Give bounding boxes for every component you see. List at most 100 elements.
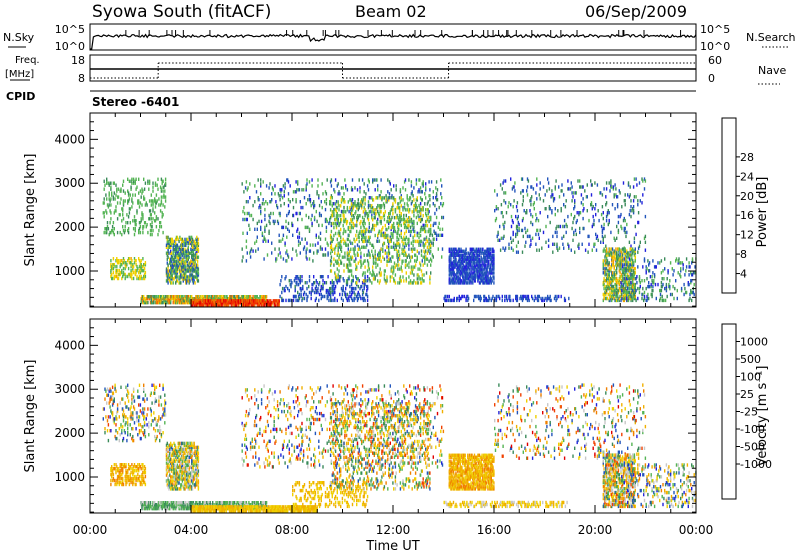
heatmap-cell bbox=[343, 269, 345, 273]
heatmap-cell bbox=[368, 221, 370, 226]
heatmap-cell bbox=[465, 261, 467, 265]
heatmap-cell bbox=[416, 249, 418, 253]
heatmap-cell bbox=[319, 288, 322, 293]
heatmap-cell bbox=[411, 192, 413, 196]
heatmap-cell bbox=[551, 189, 553, 193]
heatmap-cell bbox=[405, 259, 407, 263]
heatmap-cell bbox=[492, 275, 494, 279]
heatmap-cell bbox=[452, 273, 455, 277]
heatmap-cell bbox=[132, 266, 134, 271]
heatmap-cell bbox=[247, 297, 249, 301]
heatmap-cell bbox=[402, 237, 404, 242]
heatmap-cell bbox=[500, 211, 503, 215]
heatmap-cell bbox=[197, 249, 200, 253]
heatmap-cell bbox=[190, 247, 192, 251]
heatmap-cell bbox=[632, 205, 635, 209]
heatmap-cell bbox=[170, 243, 173, 247]
heatmap-cell bbox=[464, 257, 466, 261]
heatmap-cell bbox=[183, 299, 185, 303]
heatmap-cell bbox=[515, 250, 518, 254]
heatmap-cell bbox=[432, 223, 434, 228]
heatmap-cell bbox=[197, 279, 200, 283]
heatmap-cell bbox=[465, 263, 467, 267]
heatmap-cell bbox=[246, 299, 248, 303]
heatmap-cell bbox=[189, 267, 191, 271]
heatmap-cell bbox=[297, 235, 299, 239]
heatmap-cell bbox=[303, 196, 306, 200]
heatmap-cell bbox=[344, 239, 346, 244]
heatmap-cell bbox=[605, 277, 608, 281]
heatmap-cell bbox=[362, 210, 365, 214]
heatmap-cell bbox=[472, 275, 474, 279]
heatmap-cell bbox=[350, 188, 353, 192]
heatmap-cell bbox=[157, 187, 159, 191]
heatmap-cell bbox=[195, 271, 197, 275]
heatmap-cell bbox=[553, 197, 556, 201]
heatmap-cell bbox=[143, 297, 145, 301]
heatmap-cell bbox=[442, 215, 445, 220]
heatmap-cell bbox=[196, 235, 198, 240]
heatmap-cell bbox=[230, 295, 232, 299]
heatmap-cell bbox=[330, 259, 333, 263]
heatmap-cell bbox=[489, 275, 492, 279]
heatmap-cell bbox=[459, 263, 461, 267]
heatmap-cell bbox=[537, 232, 540, 237]
heatmap-cell bbox=[175, 267, 177, 271]
heatmap-cell bbox=[306, 296, 308, 301]
heatmap-cell bbox=[458, 255, 460, 259]
heatmap-cell bbox=[488, 296, 491, 301]
heatmap-cell bbox=[148, 295, 151, 299]
heatmap-cell bbox=[124, 199, 126, 203]
heatmap-cell bbox=[459, 277, 461, 281]
heatmap-cell bbox=[456, 263, 458, 267]
heatmap-cell bbox=[536, 298, 539, 303]
heatmap-cell bbox=[366, 298, 369, 303]
heatmap-cell bbox=[467, 296, 470, 301]
heatmap-cell bbox=[610, 181, 612, 185]
heatmap-cell bbox=[467, 251, 470, 255]
heatmap-cell bbox=[202, 303, 205, 307]
heatmap-cell bbox=[159, 300, 162, 305]
heatmap-cell bbox=[357, 216, 359, 220]
heatmap-cell bbox=[624, 203, 626, 207]
heatmap-cell bbox=[219, 295, 221, 299]
heatmap-cell bbox=[535, 232, 537, 237]
heatmap-cell bbox=[245, 217, 248, 222]
heatmap-cell bbox=[493, 253, 495, 257]
heatmap-cell bbox=[595, 212, 597, 217]
heatmap-cell bbox=[406, 202, 408, 206]
heatmap-cell bbox=[400, 235, 402, 240]
heatmap-cell bbox=[604, 284, 606, 289]
heatmap-cell bbox=[472, 251, 474, 255]
heatmap-cell bbox=[280, 279, 282, 283]
heatmap-cell bbox=[637, 250, 639, 254]
heatmap-cell bbox=[474, 294, 476, 299]
heatmap-cell bbox=[329, 217, 331, 222]
heatmap-cell bbox=[469, 247, 471, 251]
heatmap-cell bbox=[411, 271, 413, 275]
heatmap-cell bbox=[347, 253, 349, 257]
heatmap-cell bbox=[484, 296, 487, 301]
heatmap-cell bbox=[487, 281, 489, 285]
heatmap-cell bbox=[309, 198, 312, 202]
heatmap-cell bbox=[284, 243, 286, 247]
heatmap-cell bbox=[564, 205, 567, 209]
heatmap-cell bbox=[111, 266, 114, 271]
heatmap-cell bbox=[351, 188, 354, 192]
heatmap-cell bbox=[371, 249, 373, 253]
heatmap-cell bbox=[361, 229, 364, 234]
heatmap-cell bbox=[174, 297, 176, 301]
heatmap-cell bbox=[361, 263, 363, 267]
heatmap-cell bbox=[210, 303, 212, 307]
heatmap-cell bbox=[482, 281, 484, 285]
heatmap-cell bbox=[601, 230, 604, 235]
heatmap-cell bbox=[214, 295, 216, 299]
heatmap-cell bbox=[281, 275, 283, 279]
heatmap-cell bbox=[331, 212, 333, 216]
heatmap-cell bbox=[198, 301, 200, 305]
heatmap-cell bbox=[481, 249, 483, 253]
heatmap-cell bbox=[392, 233, 394, 238]
heatmap-cell bbox=[388, 219, 391, 224]
heatmap-cell bbox=[204, 295, 206, 299]
heatmap-cell bbox=[178, 261, 180, 265]
